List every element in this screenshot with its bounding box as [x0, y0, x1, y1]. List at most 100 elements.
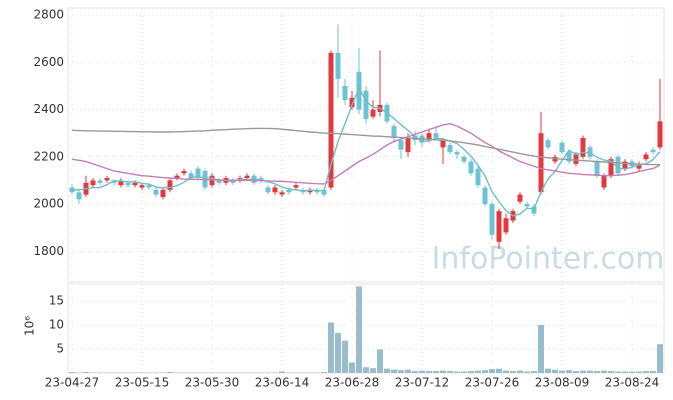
candle-body [454, 152, 460, 155]
volume-bar [629, 371, 635, 373]
candle-body [132, 182, 138, 186]
volume-bar [510, 371, 516, 373]
candle-body [307, 189, 313, 193]
volume-bar [356, 286, 362, 373]
candle-body [601, 175, 607, 188]
candle-body [517, 194, 523, 202]
candle-body [531, 206, 537, 214]
candle-body [622, 161, 628, 169]
volume-bar [587, 370, 593, 373]
volume-bar [335, 333, 341, 373]
candle-body [363, 90, 369, 120]
candle-body [608, 159, 614, 176]
volume-bar [370, 368, 376, 373]
volume-bar [643, 371, 649, 373]
volume-bar [538, 324, 544, 373]
volume-tick-label: 5 [56, 341, 64, 355]
x-tick-label: 23-08-24 [605, 376, 659, 390]
volume-bar [650, 371, 656, 373]
candle-body [174, 175, 180, 179]
candle-body [650, 149, 656, 153]
candle-body [104, 178, 110, 181]
volume-bar [328, 322, 334, 373]
candle-body [524, 204, 530, 207]
volume-bar [608, 371, 614, 373]
candle-body [258, 178, 264, 181]
candle-body [160, 189, 166, 197]
volume-bar [489, 369, 495, 373]
candle-body [328, 52, 334, 188]
x-tick-label: 23-06-28 [325, 376, 379, 390]
y-tick-label: 2200 [33, 149, 64, 163]
candle-body [468, 161, 474, 174]
candle-body [153, 189, 159, 195]
candle-body [272, 187, 278, 193]
y-tick-label: 1800 [33, 244, 64, 258]
candle-body [139, 185, 145, 188]
volume-bar [447, 371, 453, 373]
candle-body [118, 180, 124, 186]
candle-body [545, 140, 551, 148]
candle-body [503, 218, 509, 233]
y-tick-label: 2000 [33, 197, 64, 211]
candle-body [643, 154, 649, 160]
candle-body [440, 140, 446, 148]
x-tick-label: 23-07-12 [395, 376, 449, 390]
candle-body [573, 154, 579, 164]
candle-body [125, 182, 131, 186]
volume-panel [67, 283, 665, 374]
candle-body [181, 170, 187, 174]
volume-bar [412, 371, 418, 373]
x-tick-label: 23-07-26 [465, 376, 519, 390]
volume-bar [496, 368, 502, 373]
volume-bar [426, 371, 432, 373]
volume-bar [559, 370, 565, 373]
volume-bar [482, 370, 488, 373]
candle-body [538, 133, 544, 193]
volume-bar [377, 349, 383, 373]
volume-bar [636, 371, 642, 373]
x-tick-label: 23-05-30 [185, 376, 239, 390]
volume-bar [573, 371, 579, 373]
volume-bar [433, 371, 439, 373]
candle-body [293, 185, 299, 188]
volume-bar [405, 369, 411, 373]
candle-body [314, 189, 320, 193]
watermark: InfoPointer.com [432, 242, 665, 277]
volume-bar [454, 371, 460, 373]
candle-body [433, 133, 439, 138]
volume-bar [531, 371, 537, 373]
volume-bar [384, 368, 390, 373]
volume-bar [461, 371, 467, 373]
candle-body [552, 156, 558, 162]
candle-body [426, 133, 432, 141]
price-panel [67, 7, 665, 283]
x-tick-label: 23-04-27 [45, 376, 99, 390]
volume-bar [657, 344, 663, 373]
volume-bar [363, 367, 369, 373]
candle-body [496, 211, 502, 242]
candle-body [580, 137, 586, 157]
volume-bar [419, 370, 425, 373]
candle-body [489, 204, 495, 235]
volume-bar [440, 370, 446, 373]
candle-body [97, 180, 103, 183]
volume-bar [524, 371, 530, 373]
y-tick-label: 2800 [33, 8, 64, 22]
candle-body [398, 140, 404, 150]
candle-body [594, 161, 600, 176]
candle-body [265, 187, 271, 193]
volume-bar [349, 362, 355, 373]
volume-bar [342, 340, 348, 373]
volume-bar [279, 371, 285, 373]
volume-bar [391, 369, 397, 373]
x-tick-label: 23-08-09 [535, 376, 589, 390]
volume-bar [468, 371, 474, 373]
candle-body [321, 189, 327, 195]
candle-body [195, 168, 201, 179]
candle-body [342, 85, 348, 101]
volume-bar [601, 370, 607, 373]
candle-body [482, 187, 488, 205]
candle-body [188, 173, 194, 179]
